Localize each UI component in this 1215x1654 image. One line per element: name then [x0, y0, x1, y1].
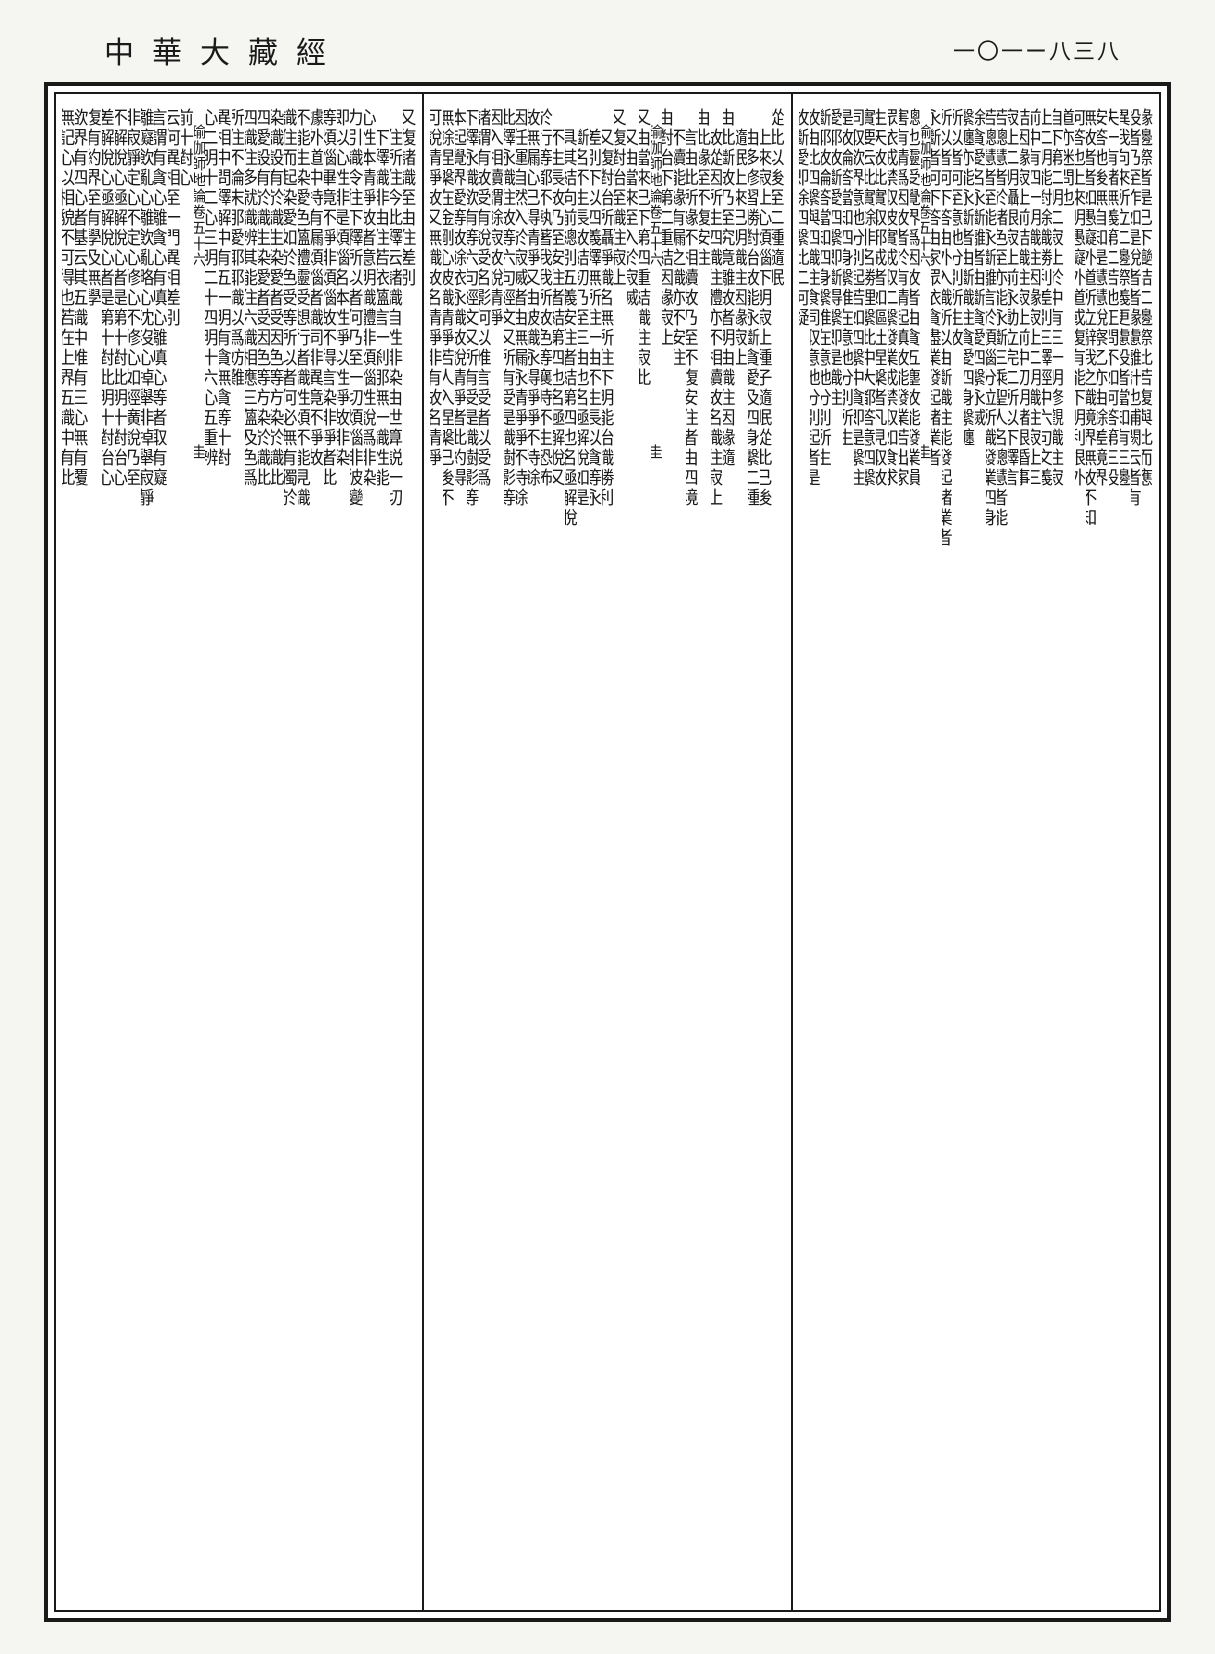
text-column: 結因緣寂止前結識住寂止前中初明諸根惛事 [1020, 108, 1031, 1596]
text-column: 可說清淨故又無識故名清淨非有故名清淨 [430, 108, 442, 1596]
text-column: 故從因所生四識住體亦不相續故名識住寂止 [711, 108, 723, 1596]
text-column: 愛耶故斷愛四繫即斷得繫即是識住 [832, 108, 843, 1596]
text-column: 等煩惱畢竟不淨非煩惱故不得言染非淨者此 [324, 108, 337, 1596]
panel-right: 緣邊際者是已下變結二邊際此若復與此而應設者乃至作如是說者者緣慮離計也補闕云者有異… [793, 94, 1159, 1610]
text-column: 無記心以相貌不可得也若在上界五識中有此 [62, 108, 75, 1596]
text-column: 瑜伽師地論卷五十六 圭 [194, 108, 205, 1596]
text-column: 又由當來至入於寂滅 [627, 108, 639, 1596]
text-column: 止二明能對除識勝利差別三釋經中六句文義 [1042, 108, 1053, 1596]
text-column: 又復對治所攝淨識名無所住下明能治識勝利 [602, 108, 614, 1596]
text-column: 離癡飲亂心離飲亂略心沈沒心掉舉非掉舉寂靜 [141, 108, 154, 1596]
text-column: 斷名不生長故結初乃至三由也名極解脫如是 [578, 108, 590, 1596]
outer-frame: 緣邊際者是已下變結二邊際此若復與此而應設者乃至作如是說者者緣慮離計也補闕云者有異… [44, 82, 1171, 1622]
text-column: 同取欲界意地分別起若如四繫中貪即是繫住 [854, 108, 865, 1596]
text-column: 即以心性非是煩惱名本性淨以性淨故非染 [337, 108, 350, 1596]
text-column: 緣邊際者是已下變結二邊際此若復與此而應 [1142, 108, 1153, 1596]
text-column: 永斷者何下答由家眾依貪盡業發起諸業者 [931, 108, 942, 1596]
panel-left: 又復諸識至由住差別 住所住今此釋云諸識自性非染由世算説一切 下釋識非由住若依薀言… [56, 94, 424, 1610]
text-column: 異相中問釋解中有五一明有貪無貪等十對 [219, 108, 232, 1596]
text-column: 失一有諸無義第二若他正問不如何答第三設 [1109, 108, 1120, 1596]
panel-middle: 從此以後至二種隨眠 上來寂止心煩惱下明寂止種子隨眠從此已後 由多修習勝對治故能永… [424, 94, 792, 1610]
text-column: 由對治下第二重結因緣寂止 [662, 108, 674, 1596]
text-column: 瑜伽師地論卷五十六 圭 [651, 108, 662, 1596]
page-root: 中華大藏經 一〇一ー八三八 緣邊際者是已下變結二邊際此若復與此而應設者乃至作如是… [0, 0, 1215, 1654]
page-header: 中華大藏經 一〇一ー八三八 [44, 28, 1171, 82]
text-column: 無餘涅槃在金剛心彼識清淨若人入涅槃已後不 [443, 108, 455, 1596]
text-column: 所以者何下答由外入識所以由斷識住能發起諸業者 [942, 108, 953, 1596]
text-column: 復有約界至有學及無學 [89, 108, 102, 1596]
text-column: 欲界有四心者基云其五識中唯有三心無有覆 [75, 108, 88, 1596]
text-column: 繫纏亦能永斷者由斷識住貪愛四身繫纏 [964, 108, 975, 1596]
text-column: 無故者者如愚癡外道所立辭我之識境界無故不知 [1086, 108, 1097, 1596]
text-column: 何答也上來明愚癡外道或復有能下明利根外 [1075, 108, 1086, 1596]
text-column: 除貪愛名永斷離者由斷貪愛四繫永滅 [975, 108, 986, 1596]
inner-frame: 緣邊際者是已下變結二邊際此若復與此而應設者乃至作如是說者者緣慮離計也補闕云者有異… [54, 92, 1161, 1612]
text-column: 若聰慧者於諸色至亦能永斷三乘聖人名聰慧者能 [997, 108, 1008, 1596]
text-column: 因入相續謂餘寂故說清淨 [492, 108, 504, 1596]
text-column: 不續能緣有漏之識亦不安住 [674, 108, 686, 1596]
text-column: 力引識令往下釋所以者何乃至一切煩惱非彼變 [350, 108, 363, 1596]
text-column: 從此以後至二種隨眠 [772, 108, 784, 1596]
text-column: 因任運自然入於寂滅者由無漏永清淨淨不待餘 [516, 108, 528, 1596]
text-column: 實要云此實餘非名勝理繫此中大都答意四繫 [865, 108, 876, 1596]
text-column: 非寂靜定心不定心修心不修心如經廣說乃至 [128, 108, 141, 1596]
text-column: 故由此四繫與四識住食同取意地分別起者是 [810, 108, 821, 1596]
text-column: 所以者何至意地分別所生故 [953, 108, 964, 1596]
text-column: 故斷愛即除四繫此二何疑 [799, 108, 810, 1596]
text-column: 四識住多就識辨其能住六識相應三薀及色爲 [245, 108, 258, 1596]
text-column: 生天故此實取邪戒者如嘔吐涅槃者凡見取故 [876, 108, 887, 1596]
text-column: 寂止二明躡眼寂止前永動立完二所以下釋言 [1008, 108, 1019, 1596]
text-column: 具其結向前總別五義安住者結第四也名極解脫 [565, 108, 577, 1596]
page-number: 一〇一ー八三八 [953, 28, 1121, 72]
text-column: 不解脫心極解脫心者是第十對此明十對治心 [115, 108, 128, 1596]
text-column: 此釋永識住故等六句經文又所有受是識樹影等 [504, 108, 516, 1596]
text-column: 眾依戒禁取彼實戒取二繫發業戒禁取如食求 [888, 108, 899, 1596]
running-title: 中華大藏經 [104, 28, 344, 72]
text-column: 隨眠上來已明識住因緣寂止 [736, 108, 748, 1596]
text-column: 云何異相至一門異相差別 [168, 108, 181, 1596]
text-column: 上來寂止心煩惱下明寂止種子隨眠從此已後 [760, 108, 772, 1596]
text-column: 由此緣至不復安住 [699, 108, 711, 1596]
text-column: 染識設有於識生染愛者受因色等方染於識此 [271, 108, 284, 1596]
text-column: 下釋識非由住若依薀言一刹那無一識性能 [377, 108, 390, 1596]
text-column: 總也靈受覺界爲因故者由貪五塵故能發業損 [910, 108, 921, 1596]
text-column: 差別下以四義釋無所住一由不生長以貪等永 [590, 108, 602, 1596]
text-column: 諸謂有故受有說受名影何以唯言受者以受爲 [479, 108, 491, 1596]
text-column: 住所住今此釋云諸識自性非染由世算説一切 [390, 108, 403, 1596]
text-column: 由此斷故乃至究竟離故者明由識住因緣隨 [723, 108, 735, 1596]
text-column: 瑜伽師地論卷五十六 圭 [921, 108, 931, 1596]
text-column: 又復對治至識住寂止 [614, 108, 626, 1596]
text-column: 前中有四一明識住因緣寂止二明識住寂止三 [1031, 108, 1042, 1596]
text-column: 安答他後無自知是慧慧說察乙亦由餘差境界 [1097, 108, 1108, 1596]
text-column: 若聰慧者至能永斷離言於煩惱分位所識發業四身 [986, 108, 997, 1596]
text-column: 言謂有貪心離貪心有嗔心離嗔心等者取有癡 [154, 108, 167, 1596]
text-column: 心性本清淨故者意明識體非煩惱性說爲非染 [364, 108, 377, 1596]
text-column: 四愛設有於識生染愛者受因色等方染於識此 [258, 108, 271, 1596]
text-column: 斷耶故論答當知四身繫唯在意地分別所生 [821, 108, 832, 1596]
text-column: 自下第二明二寂止於中有三一明修觀識住寂 [1053, 108, 1064, 1596]
text-column: 害有情爲因故者於有情起嗔故能發業若出家 [899, 108, 910, 1596]
text-column: 設者乃至作如是說者者緣慮離計也補闕云者有 [1131, 108, 1142, 1596]
text-column: 前十對心 [181, 108, 194, 1596]
text-column: 異我向來所立二邊際義更慮設者當知有三邊 [1120, 108, 1131, 1596]
text-column: 又復諸識至由住差別 [403, 108, 416, 1596]
text-column: 言由此所緣不相續故乃至不復安住者由四境 [686, 108, 698, 1596]
text-column: 識住而起染愛如於色受等所以者何必無有獨於 [284, 108, 297, 1596]
text-column: 故無漏心已得清淨又由彼識永得淨淨不待餘 [528, 108, 540, 1596]
text-column: 又由當來已下第四重結識住寂此 [639, 108, 651, 1596]
text-column: 不生長故乃至安住者結第四也名極解脫又 [553, 108, 565, 1596]
text-column: 據外道中持有漏煩惱者識同非異竟不淨故 [311, 108, 324, 1596]
text-column: 心二明十二心三明二十四明十六心五重辨 [205, 108, 218, 1596]
text-column: 道亦迷問也 [1064, 108, 1075, 1596]
text-column: 本起覺界愛等故餘依永識故說清淨者此約得 [455, 108, 467, 1596]
text-column: 不能生染愛色薀體靈受想行者識性煩不能見識 [298, 108, 311, 1596]
text-column: 下釋永識欲有等六句經文又所有受是識樹影等 [467, 108, 479, 1596]
text-column: 是故論答當知四身繫唯在意地分別所生 [843, 108, 854, 1596]
text-column: 由多修習勝對治故能永斷貪愛及四身繫二種 [748, 108, 760, 1596]
text-column: 所住不論末那愛耶耶識以爲妨難 [232, 108, 245, 1596]
text-column: 差解脫心極解脫心者是第十對此明十對治心 [102, 108, 115, 1596]
text-column: 於行等都不執著我我所故色等襄時不生恐怖 [541, 108, 553, 1596]
